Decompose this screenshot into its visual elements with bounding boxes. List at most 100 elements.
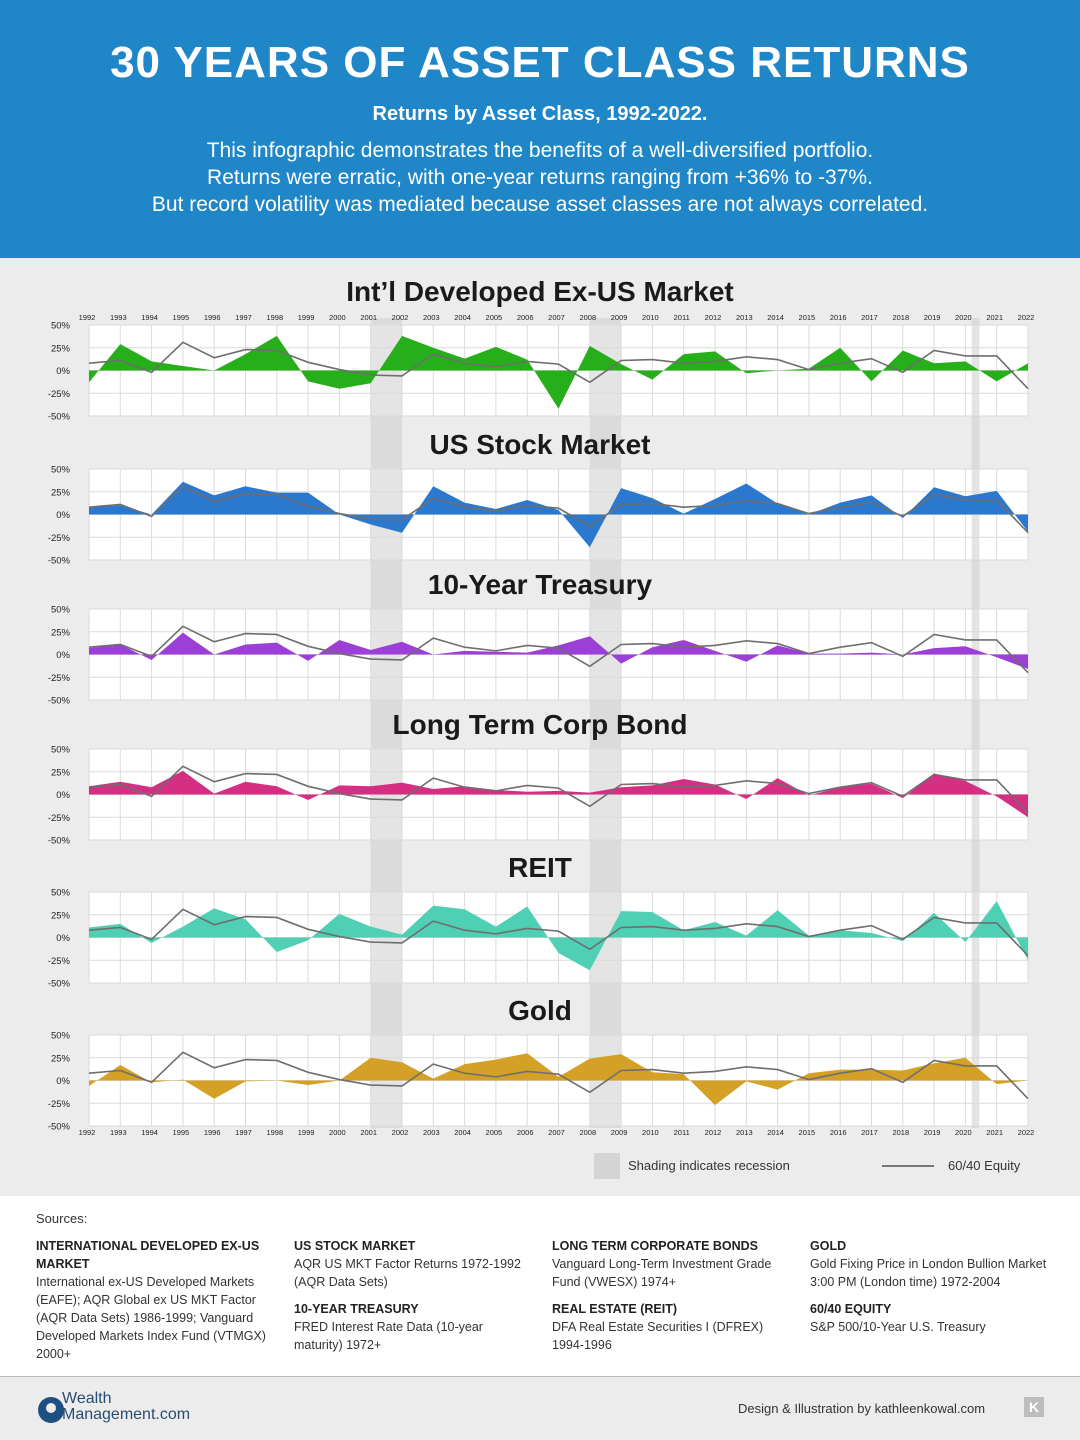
x-tick-label: 1997 xyxy=(235,1128,252,1137)
chart-panel: 50% 25% 0% -25% -50% US Stock Market xyxy=(48,429,1029,567)
x-tick-label: 2006 xyxy=(517,313,534,322)
x-tick-label: 2003 xyxy=(423,1128,440,1137)
source-heading: US STOCK MARKET xyxy=(294,1239,416,1253)
chart-title: Int’l Developed Ex-US Market xyxy=(346,276,733,307)
x-tick-label: 1994 xyxy=(141,1128,158,1137)
series-area xyxy=(89,481,1028,548)
x-tick-label: 2005 xyxy=(486,1128,503,1137)
x-tick-label: 2013 xyxy=(736,313,753,322)
x-tick-label: 1998 xyxy=(266,313,283,322)
x-tick-label: 2014 xyxy=(767,1128,784,1137)
source-heading: LONG TERM CORPORATE BONDS xyxy=(552,1239,759,1253)
x-tick-label: 2011 xyxy=(674,313,690,322)
x-tick-label: 2014 xyxy=(767,313,784,322)
y-tick-label: -25% xyxy=(48,1099,71,1110)
recession-shading xyxy=(589,318,622,1128)
x-tick-label: 1999 xyxy=(298,1128,315,1137)
benchmark-legend-label: 60/40 Equity xyxy=(948,1158,1021,1173)
x-tick-label: 2015 xyxy=(799,313,816,322)
source-heading: 60/40 EQUITY xyxy=(810,1302,892,1316)
x-tick-label: 2020 xyxy=(955,1128,972,1137)
y-tick-label: -25% xyxy=(48,389,71,400)
x-tick-label: 2004 xyxy=(454,313,471,322)
y-tick-label: -50% xyxy=(48,836,71,847)
recession-shading xyxy=(370,318,402,1128)
x-tick-label: 1994 xyxy=(141,313,158,322)
x-tick-label: 2007 xyxy=(548,1128,565,1137)
x-tick-label: 2008 xyxy=(579,1128,596,1137)
y-tick-label: -50% xyxy=(48,696,71,707)
x-tick-label: 2012 xyxy=(705,1128,722,1137)
y-tick-label: 50% xyxy=(51,321,71,332)
wealthmanagement-logo-icon xyxy=(38,1397,64,1423)
description-line: This infographic demonstrates the benefi… xyxy=(206,139,874,162)
chart-title: Long Term Corp Bond xyxy=(393,709,688,740)
y-tick-label: 50% xyxy=(51,1031,71,1042)
description-line: But record volatility was mediated becau… xyxy=(151,193,929,216)
y-tick-label: -25% xyxy=(48,673,71,684)
x-tick-label: 2019 xyxy=(924,1128,941,1137)
x-tick-label: 2010 xyxy=(642,313,659,322)
x-tick-label: 2016 xyxy=(830,313,847,322)
x-tick-label: 2006 xyxy=(517,1128,534,1137)
source-column: INTERNATIONAL DEVELOPED EX-US MARKET Int… xyxy=(36,1237,276,1372)
x-tick-label: 1995 xyxy=(173,313,190,322)
x-tick-label: 2013 xyxy=(736,1128,753,1137)
y-tick-label: 0% xyxy=(56,650,70,661)
y-tick-label: 25% xyxy=(51,910,71,921)
x-tick-label: 2007 xyxy=(548,313,565,322)
x-tick-label: 1993 xyxy=(110,1128,127,1137)
benchmark-line-swatch xyxy=(882,1165,934,1167)
source-column: GOLD Gold Fixing Price in London Bullion… xyxy=(810,1237,1050,1345)
series-area xyxy=(89,1053,1028,1106)
chart-panel: 50% 25% 0% -25% -50% Gold xyxy=(48,995,1029,1133)
source-text: DFA Real Estate Securities I (DFREX) 199… xyxy=(552,1320,764,1352)
y-tick-label: 25% xyxy=(51,487,71,498)
wealthmanagement-logo[interactable]: Wealth Management.com xyxy=(62,1391,190,1423)
benchmark-line xyxy=(88,908,1029,957)
logo-line: Wealth xyxy=(62,1390,112,1407)
x-tick-label: 1992 xyxy=(79,1128,96,1137)
x-tick-label: 2018 xyxy=(892,1128,909,1137)
y-tick-label: -50% xyxy=(48,556,71,567)
recession-shading-swatch xyxy=(594,1153,620,1179)
source-heading: 10-YEAR TREASURY xyxy=(294,1302,419,1316)
y-tick-label: 0% xyxy=(56,790,70,801)
design-credit: Design & Illustration by kathleenkowal.c… xyxy=(738,1401,986,1416)
x-tick-label: 2016 xyxy=(830,1128,847,1137)
y-tick-label: 0% xyxy=(56,1076,70,1087)
source-column: LONG TERM CORPORATE BONDS Vanguard Long-… xyxy=(552,1237,792,1363)
chart-title: US Stock Market xyxy=(430,429,651,460)
x-tick-label: 2009 xyxy=(611,313,628,322)
x-tick-label: 2000 xyxy=(329,1128,346,1137)
sources-title: Sources: xyxy=(36,1211,88,1226)
source-heading: REAL ESTATE (REIT) xyxy=(552,1302,677,1316)
x-tick-label: 2021 xyxy=(986,1128,1003,1137)
y-tick-label: 0% xyxy=(56,510,70,521)
source-heading: GOLD xyxy=(810,1239,847,1253)
chart-panel: 50% 25% 0% -25% -50% 10-Year Treasury xyxy=(48,569,1029,707)
x-tick-label: 2003 xyxy=(423,313,440,322)
x-tick-label: 2017 xyxy=(861,1128,878,1137)
x-tick-label: 2012 xyxy=(705,313,722,322)
x-tick-label: 2011 xyxy=(674,1128,690,1137)
x-tick-label: 2020 xyxy=(955,313,972,322)
series-area xyxy=(89,335,1028,409)
y-tick-label: -25% xyxy=(48,813,71,824)
recession-legend-label: Shading indicates recession xyxy=(628,1158,790,1173)
page-title: 30 YEARS OF ASSET CLASS RETURNS xyxy=(110,38,970,87)
designer-logo-icon: K xyxy=(1024,1397,1044,1417)
x-tick-label: 2001 xyxy=(360,313,377,322)
y-tick-label: -50% xyxy=(48,979,71,990)
x-tick-label: 1997 xyxy=(235,313,252,322)
series-area xyxy=(89,632,1028,670)
x-tick-label: 1996 xyxy=(204,313,221,322)
x-tick-label: 2018 xyxy=(892,313,909,322)
description-line: Returns were erratic, with one-year retu… xyxy=(207,166,873,189)
benchmark-line xyxy=(88,625,1029,674)
y-tick-label: 0% xyxy=(56,933,70,944)
chart-panel: 50% 25% 0% -25% -50% REIT xyxy=(48,852,1029,990)
source-text: S&P 500/10-Year U.S. Treasury xyxy=(810,1320,986,1334)
y-tick-label: 50% xyxy=(51,465,71,476)
